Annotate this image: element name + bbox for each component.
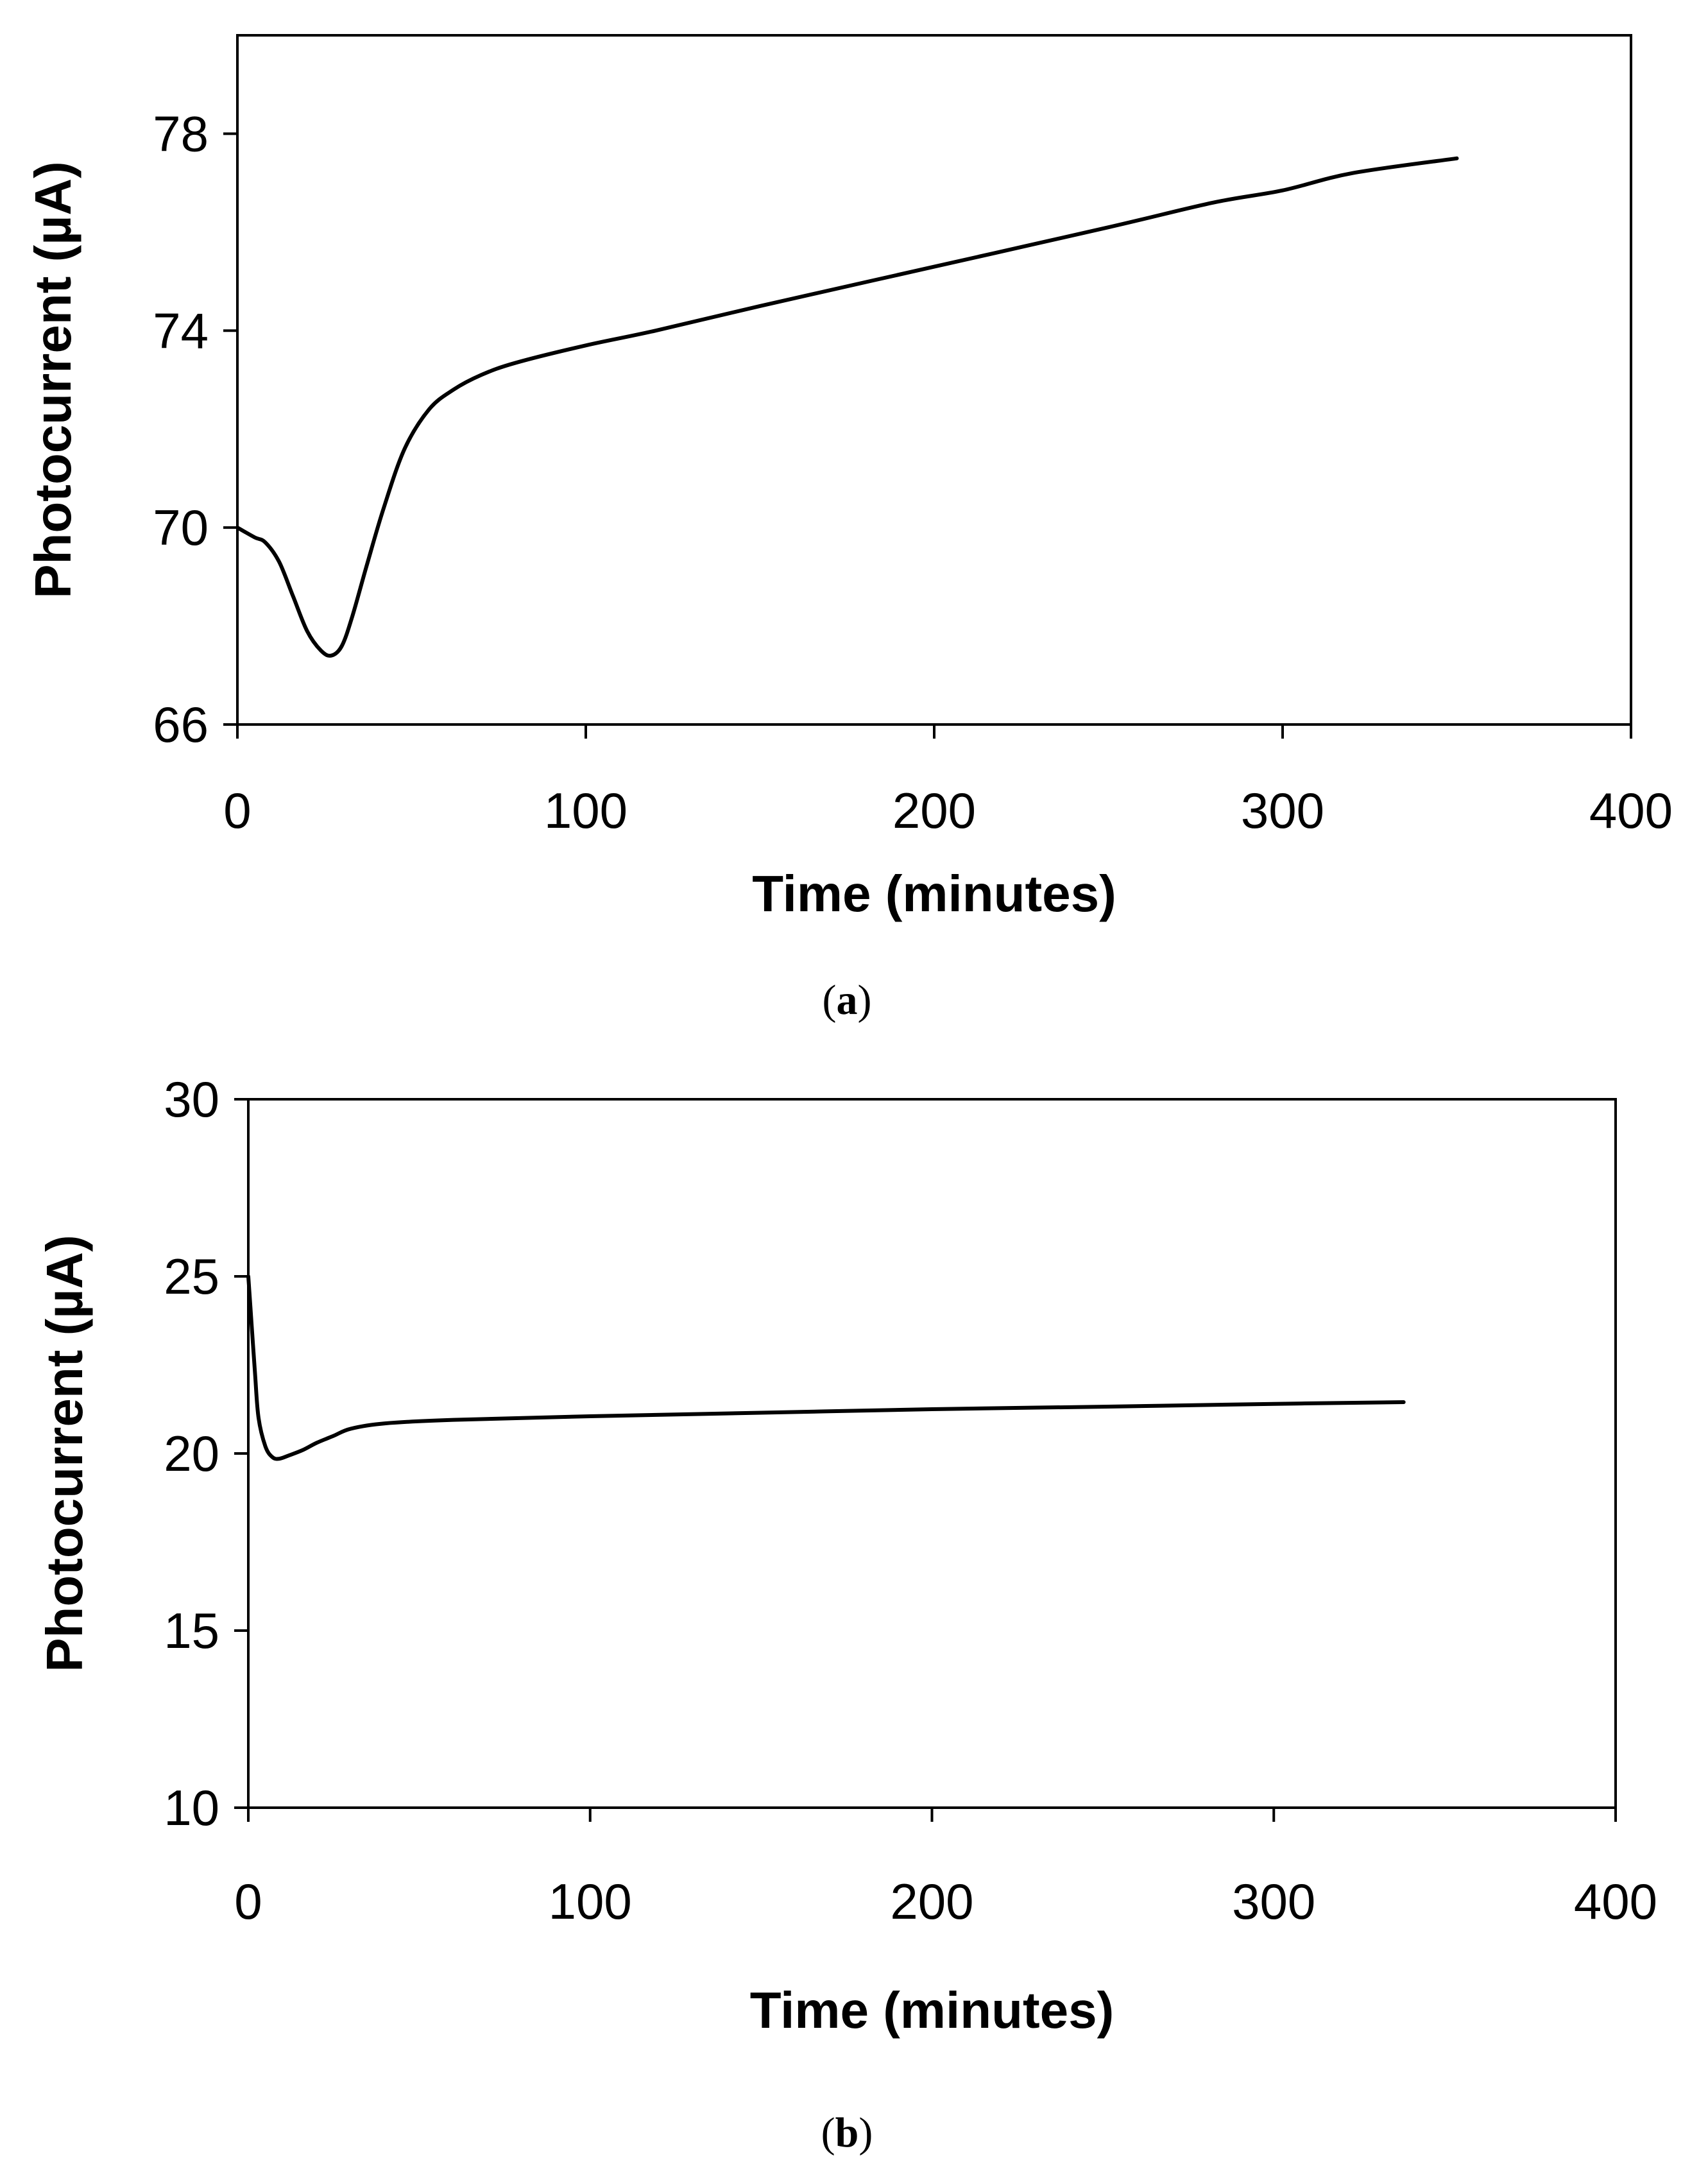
plot-frame <box>236 34 1632 726</box>
x-axis-title: Time (minutes) <box>750 1982 1114 2039</box>
chart-b: 0 100 200 300 400 10 15 20 25 30 Time (minutes) Pho… <box>36 1071 1657 2039</box>
x-tick-label: 0 <box>234 1873 262 1930</box>
x-tick-label: 300 <box>1232 1873 1315 1930</box>
y-tick-label: 74 <box>153 302 209 359</box>
y-axis-title: Photocurrent (µA) <box>36 1235 93 1672</box>
x-tick-label: 0 <box>223 782 251 839</box>
y-tick-label: 70 <box>153 499 209 556</box>
x-tick-label: 400 <box>1589 782 1673 839</box>
x-tick-label: 200 <box>892 782 976 839</box>
panel-label-a: (a) <box>823 977 872 1024</box>
x-tick-label: 100 <box>549 1873 632 1930</box>
x-tick-label: 300 <box>1241 782 1324 839</box>
x-tick-label: 400 <box>1574 1873 1657 1930</box>
series-line-photocurrent <box>246 1274 1406 1461</box>
series-line-photocurrent <box>235 156 1459 658</box>
x-tick-label: 100 <box>544 782 628 839</box>
y-tick-label: 78 <box>153 105 209 162</box>
y-tick-label: 10 <box>164 1779 219 1836</box>
x-axis-title: Time (minutes) <box>752 865 1116 922</box>
y-axis-title: Photocurrent (µA) <box>24 161 81 599</box>
panel-label-b: (b) <box>821 2109 873 2156</box>
chart-a: 0 100 200 300 400 66 70 74 78 Time (minutes) Photo… <box>24 34 1673 922</box>
x-tick-label: 200 <box>890 1873 973 1930</box>
y-tick-label: 20 <box>164 1425 219 1482</box>
y-tick-label: 66 <box>153 696 209 753</box>
y-tick-label: 25 <box>164 1248 219 1305</box>
y-tick-label: 30 <box>164 1071 219 1127</box>
plot-frame <box>247 1098 1617 1809</box>
y-tick-label: 15 <box>164 1602 219 1659</box>
